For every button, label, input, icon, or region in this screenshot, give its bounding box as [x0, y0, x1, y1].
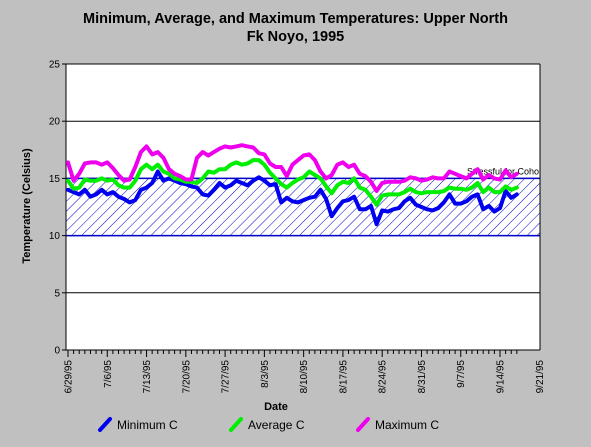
legend-swatch-maximum-c — [356, 417, 370, 432]
x-tick-label: 7/13/95 — [142, 360, 153, 394]
legend-label-maximum-c: Maximum C — [375, 418, 439, 432]
legend-label-average-c: Average C — [248, 418, 305, 432]
x-tick-label: 8/17/95 — [338, 360, 349, 394]
series-line-maximum-c — [66, 143, 519, 193]
y-tick-label: 0 — [54, 346, 60, 357]
chart-title-line2: Fk Noyo, 1995 — [246, 29, 345, 45]
y-tick-label: 25 — [49, 60, 61, 71]
x-tick-label: 8/3/95 — [260, 360, 271, 388]
chart-title: Minimum, Average, and Maximum Temperatur… — [0, 10, 591, 46]
x-tick-label: 7/6/95 — [103, 360, 114, 388]
x-tick-label: 7/27/95 — [221, 360, 232, 394]
y-tick-label: 20 — [49, 117, 61, 128]
legend-swatch-average-c — [229, 417, 243, 432]
x-tick-label: 9/14/95 — [496, 360, 507, 394]
x-tick-label: 8/10/95 — [299, 360, 310, 394]
x-tick-label: 8/24/95 — [378, 360, 389, 394]
y-tick-label: 15 — [49, 174, 61, 185]
y-axis-title: Temperature (Celsius) — [21, 148, 33, 264]
legend-label-minimum-c: Minimum C — [117, 418, 178, 432]
y-tick-label: 10 — [49, 231, 61, 242]
x-tick-label: 9/21/95 — [535, 360, 546, 394]
x-tick-label: 9/7/95 — [456, 360, 467, 388]
series-line-average-c — [66, 158, 519, 207]
chart-title-line1: Minimum, Average, and Maximum Temperatur… — [83, 11, 508, 27]
x-axis-title: Date — [264, 401, 288, 413]
x-tick-label: 8/31/95 — [417, 360, 428, 394]
series-line-minimum-c — [66, 169, 519, 227]
legend-swatch-minimum-c — [98, 417, 112, 432]
y-tick-label: 5 — [54, 288, 60, 299]
x-tick-label: 6/29/95 — [64, 360, 75, 394]
x-tick-label: 7/20/95 — [181, 360, 192, 394]
